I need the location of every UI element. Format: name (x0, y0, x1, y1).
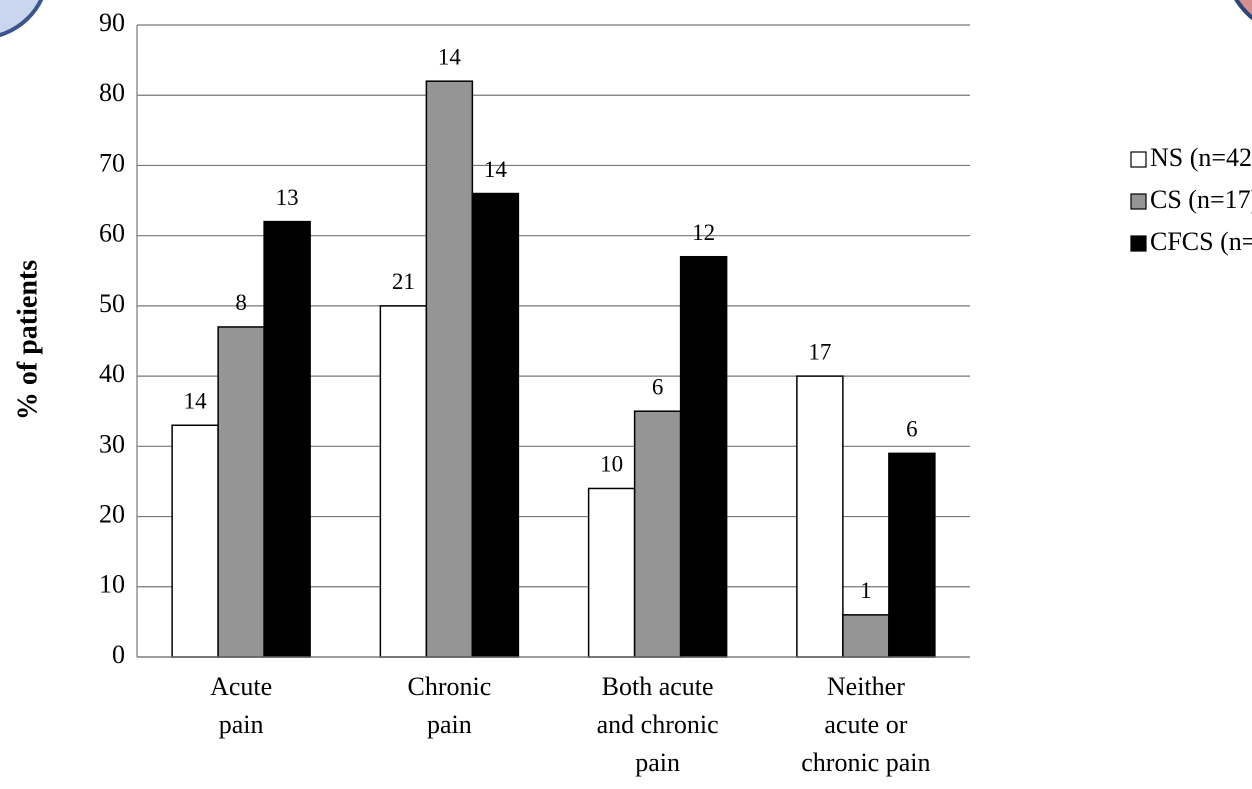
y-tick-label: 80 (99, 78, 125, 107)
x-tick-label: pain (219, 710, 264, 739)
y-tick-label: 40 (99, 359, 125, 388)
bar (589, 488, 635, 657)
chart: % of patients 0 10 20 30 40 50 60 70 80 90 Acute pa… (0, 0, 1252, 789)
x-tick-label: Chronic (407, 672, 491, 701)
count-label: 6 (906, 417, 918, 442)
corner-decoration (1225, 0, 1252, 35)
x-tick-label: Both acute (602, 672, 714, 701)
bar (889, 453, 935, 657)
legend-label: CFCS (n=21) (1150, 227, 1252, 256)
count-label: 6 (652, 375, 664, 400)
x-tick-label: and chronic (597, 710, 719, 739)
count-label: 12 (692, 220, 715, 245)
count-label: 14 (484, 157, 508, 182)
corner-decoration (0, 0, 48, 38)
legend-swatch (1131, 236, 1146, 251)
bar (218, 327, 264, 657)
bar (843, 615, 889, 657)
bar (472, 194, 518, 657)
legend-label: NS (n=42) (1150, 143, 1252, 172)
bar (681, 257, 727, 657)
y-tick-label: 10 (99, 570, 125, 599)
bar (380, 306, 426, 657)
x-tick-label: Acute (210, 672, 272, 701)
x-tick-label: chronic pain (801, 748, 930, 777)
y-tick-label: 70 (99, 148, 125, 177)
bar (426, 81, 472, 657)
y-axis-label: % of patients (12, 260, 43, 420)
count-label: 17 (808, 339, 831, 364)
count-label: 14 (438, 44, 462, 69)
y-tick-label: 20 (99, 500, 125, 529)
y-tick-label: 60 (99, 219, 125, 248)
legend-label: CS (n=17) (1150, 185, 1252, 214)
x-tick-label: Neither (827, 672, 905, 701)
y-tick-label: 90 (99, 8, 125, 37)
bar (797, 376, 843, 657)
legend-swatch (1131, 152, 1146, 167)
y-tick-label: 0 (112, 640, 125, 669)
x-tick-label: acute or (824, 710, 907, 739)
y-tick-label: 30 (99, 429, 125, 458)
count-label: 8 (235, 290, 247, 315)
bar (172, 425, 218, 657)
bar (264, 222, 310, 657)
count-label: 13 (276, 185, 299, 210)
bar (635, 411, 681, 657)
count-label: 14 (184, 389, 208, 414)
count-label: 21 (392, 269, 415, 294)
count-label: 10 (600, 452, 623, 477)
legend-swatch (1131, 194, 1146, 209)
x-tick-label: pain (427, 710, 472, 739)
y-tick-label: 50 (99, 289, 125, 318)
count-label: 1 (860, 578, 872, 603)
x-tick-label: pain (635, 748, 680, 777)
